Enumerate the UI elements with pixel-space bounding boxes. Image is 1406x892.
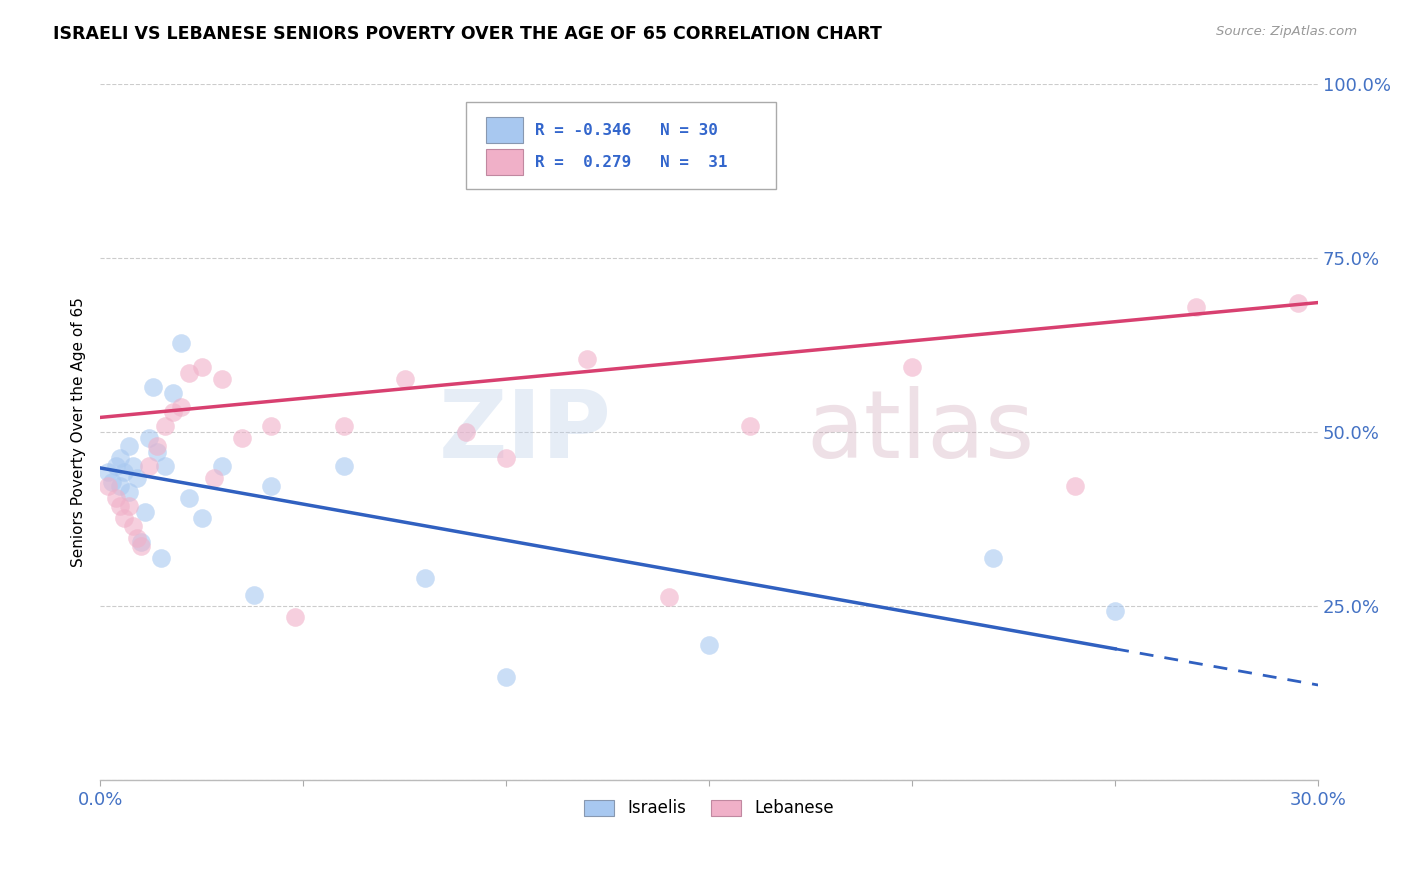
Text: ISRAELI VS LEBANESE SENIORS POVERTY OVER THE AGE OF 65 CORRELATION CHART: ISRAELI VS LEBANESE SENIORS POVERTY OVER… xyxy=(53,25,883,43)
Point xyxy=(738,419,761,434)
Point xyxy=(259,479,281,493)
Text: atlas: atlas xyxy=(807,386,1035,478)
Point xyxy=(190,359,212,374)
Point xyxy=(179,366,201,380)
Point xyxy=(97,465,120,479)
Point xyxy=(981,550,1004,565)
Point xyxy=(121,459,143,474)
Point xyxy=(170,400,193,414)
Point xyxy=(117,499,139,513)
Point xyxy=(146,445,169,459)
Y-axis label: Seniors Poverty Over the Age of 65: Seniors Poverty Over the Age of 65 xyxy=(72,297,86,567)
Point xyxy=(110,499,132,513)
Point xyxy=(211,372,233,386)
Text: R = -0.346   N = 30: R = -0.346 N = 30 xyxy=(534,123,718,137)
Point xyxy=(332,419,354,434)
Point xyxy=(495,451,517,466)
Point xyxy=(134,505,156,519)
Text: ZIP: ZIP xyxy=(439,386,612,478)
Point xyxy=(576,351,599,366)
Point xyxy=(231,431,253,445)
Point xyxy=(129,539,152,553)
Bar xyxy=(486,117,523,144)
Point xyxy=(117,485,139,500)
Point xyxy=(110,451,132,466)
Point xyxy=(146,439,169,453)
Point xyxy=(121,518,143,533)
Point xyxy=(162,385,184,400)
Text: R =  0.279   N =  31: R = 0.279 N = 31 xyxy=(534,154,727,169)
Point xyxy=(901,359,924,374)
Point xyxy=(142,379,165,393)
Point xyxy=(110,479,132,493)
Point xyxy=(332,459,354,474)
Point xyxy=(150,550,173,565)
Point xyxy=(284,610,307,624)
Point xyxy=(259,419,281,434)
Point xyxy=(114,511,136,525)
Point xyxy=(657,591,679,605)
Point xyxy=(138,459,160,474)
Point xyxy=(125,471,148,485)
FancyBboxPatch shape xyxy=(465,102,776,189)
Point xyxy=(162,405,184,419)
Point xyxy=(202,471,225,485)
Point xyxy=(1063,479,1085,493)
Point xyxy=(495,670,517,684)
Point xyxy=(454,425,477,440)
Point xyxy=(101,475,124,489)
Point xyxy=(129,534,152,549)
Point xyxy=(138,431,160,445)
Point xyxy=(114,465,136,479)
Point xyxy=(1104,604,1126,618)
Point xyxy=(394,372,416,386)
Point xyxy=(1185,300,1208,314)
Point xyxy=(179,491,201,505)
Text: Source: ZipAtlas.com: Source: ZipAtlas.com xyxy=(1216,25,1357,38)
Legend: Israelis, Lebanese: Israelis, Lebanese xyxy=(578,793,841,824)
Bar xyxy=(486,149,523,176)
Point xyxy=(413,570,436,584)
Point xyxy=(153,459,176,474)
Point xyxy=(125,531,148,545)
Point xyxy=(153,419,176,434)
Point xyxy=(190,511,212,525)
Point xyxy=(243,588,266,602)
Point xyxy=(105,459,128,474)
Point xyxy=(697,638,720,652)
Point xyxy=(1286,296,1309,310)
Point xyxy=(211,459,233,474)
Point xyxy=(105,491,128,505)
Point xyxy=(117,439,139,453)
Point xyxy=(97,479,120,493)
Point xyxy=(170,335,193,350)
